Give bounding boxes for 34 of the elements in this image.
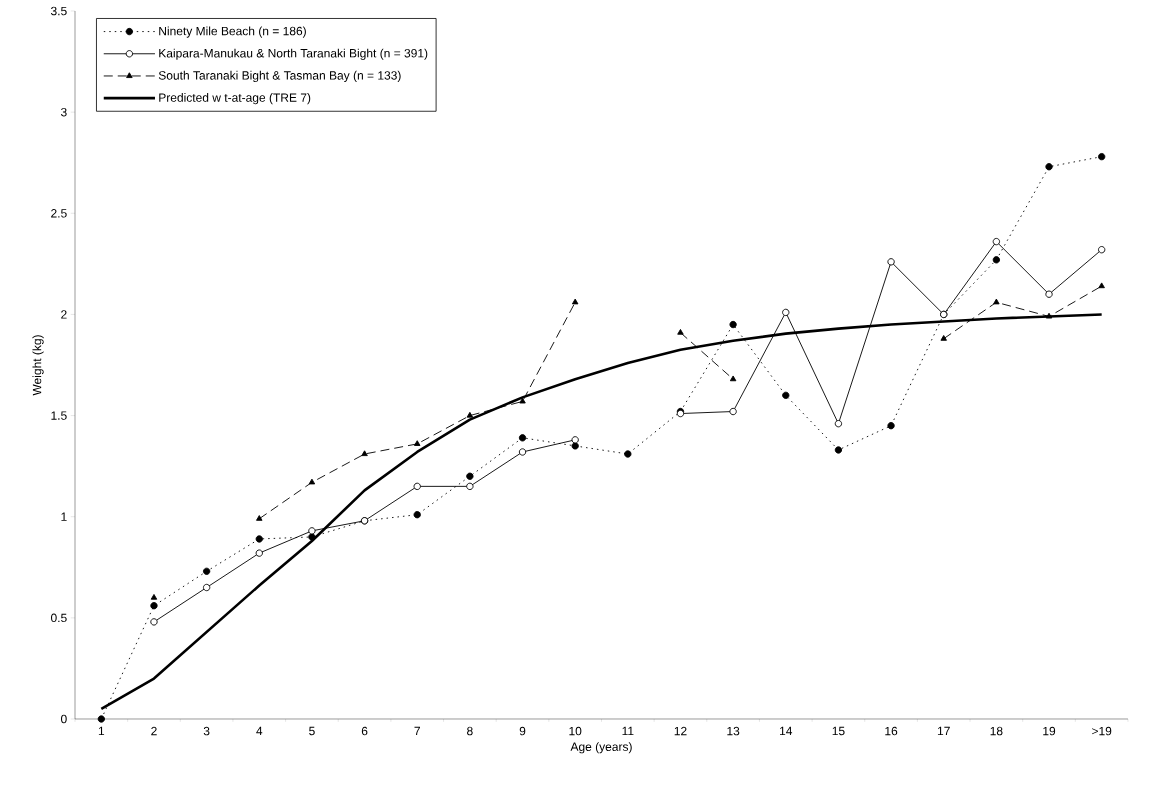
y-axis-title: Weight (kg) (32, 335, 44, 396)
y-tick-label: 3.5 (50, 6, 67, 16)
y-tick-label: 1.5 (51, 411, 67, 420)
x-tick-label: 4 (256, 726, 263, 736)
y-tick-label: 0.5 (50, 613, 67, 623)
x-tick-label: 10 (569, 726, 582, 736)
x-tick-label: 3 (203, 726, 210, 736)
x-tick-label: 11 (622, 726, 634, 736)
x-axis-title: Age (years) (570, 742, 632, 754)
x-tick-label: 2 (151, 726, 157, 736)
legend-label: Kaipara-Manukau & North Taranaki Bight (n = 391) (159, 48, 428, 60)
x-tick-label: 13 (727, 726, 740, 736)
legend-label: Predicted w t-at-age (TRE 7) (159, 93, 311, 105)
y-tick-label: 3 (60, 107, 67, 117)
x-tick-label: 19 (1043, 726, 1056, 736)
y-tick-label: 2 (61, 310, 67, 319)
x-tick-label: 16 (885, 726, 898, 736)
x-tick-label: 6 (361, 726, 368, 736)
x-tick-label: 8 (467, 726, 473, 736)
x-tick-label: 15 (832, 726, 845, 736)
x-tick-label: >19 (1092, 726, 1112, 736)
x-tick-label: 14 (780, 726, 793, 736)
x-tick-label: 18 (990, 726, 1003, 736)
x-tick-label: 9 (519, 726, 526, 736)
legend-label: South Taranaki Bight & Tasman Bay (n = 133) (158, 70, 401, 83)
x-tick-label: 5 (309, 726, 315, 736)
y-tick-label: 2.5 (51, 209, 67, 218)
x-tick-label: 1 (98, 726, 105, 736)
x-tick-label: 17 (937, 726, 950, 736)
legend-label: Ninety Mile Beach (n = 186) (159, 26, 306, 38)
x-tick-label: 7 (414, 726, 420, 736)
x-tick-label: 12 (674, 726, 687, 736)
y-tick-label: 0 (61, 714, 67, 724)
y-tick-label: 1 (61, 512, 67, 521)
